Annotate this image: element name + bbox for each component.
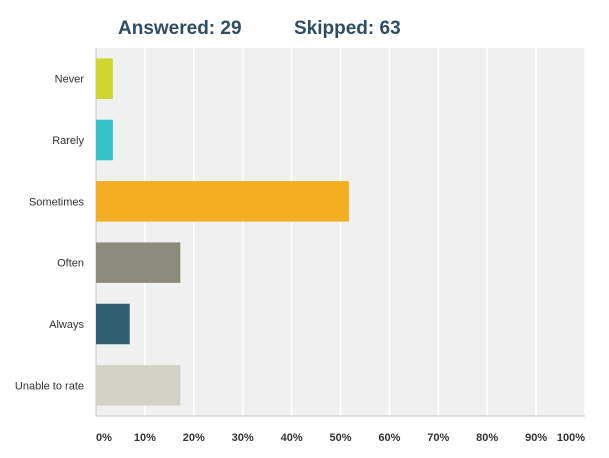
category-label: Often bbox=[57, 258, 84, 270]
x-tick-label: 0% bbox=[96, 432, 112, 444]
x-tick-label: 90% bbox=[525, 432, 547, 444]
gridlines bbox=[144, 48, 586, 416]
x-tick-label: 100% bbox=[557, 432, 585, 444]
bar bbox=[96, 365, 181, 406]
x-tick-label: 20% bbox=[183, 432, 205, 444]
x-tick-label: 70% bbox=[427, 432, 449, 444]
category-label: Rarely bbox=[52, 135, 84, 147]
response-stats: Answered: 29 Skipped: 63 bbox=[0, 18, 609, 48]
x-tick-label: 60% bbox=[378, 432, 400, 444]
category-label: Always bbox=[49, 319, 84, 331]
category-label: Never bbox=[55, 74, 85, 86]
x-tick-label: 80% bbox=[476, 432, 498, 444]
category-labels: Never Rarely Sometimes Often Always Unable to… bbox=[15, 74, 85, 393]
skipped-count: Skipped: 63 bbox=[294, 18, 401, 39]
x-tick-label: 10% bbox=[134, 432, 156, 444]
bars bbox=[96, 58, 349, 406]
category-label: Sometimes bbox=[29, 196, 85, 208]
answered-count: Answered: 29 bbox=[118, 18, 242, 39]
x-tick-label: 30% bbox=[232, 432, 254, 444]
bar bbox=[96, 242, 181, 283]
x-tick-label: 40% bbox=[281, 432, 303, 444]
category-label: Unable to rate bbox=[15, 380, 84, 392]
x-tick-label: 50% bbox=[329, 432, 351, 444]
bar bbox=[96, 58, 113, 99]
bar bbox=[96, 303, 130, 345]
bar bbox=[96, 181, 349, 222]
x-tick-labels: 0% 10% 20% 30% 40% 50% 60% 70% 80% 90% 100% bbox=[96, 432, 585, 444]
bar bbox=[96, 119, 113, 161]
